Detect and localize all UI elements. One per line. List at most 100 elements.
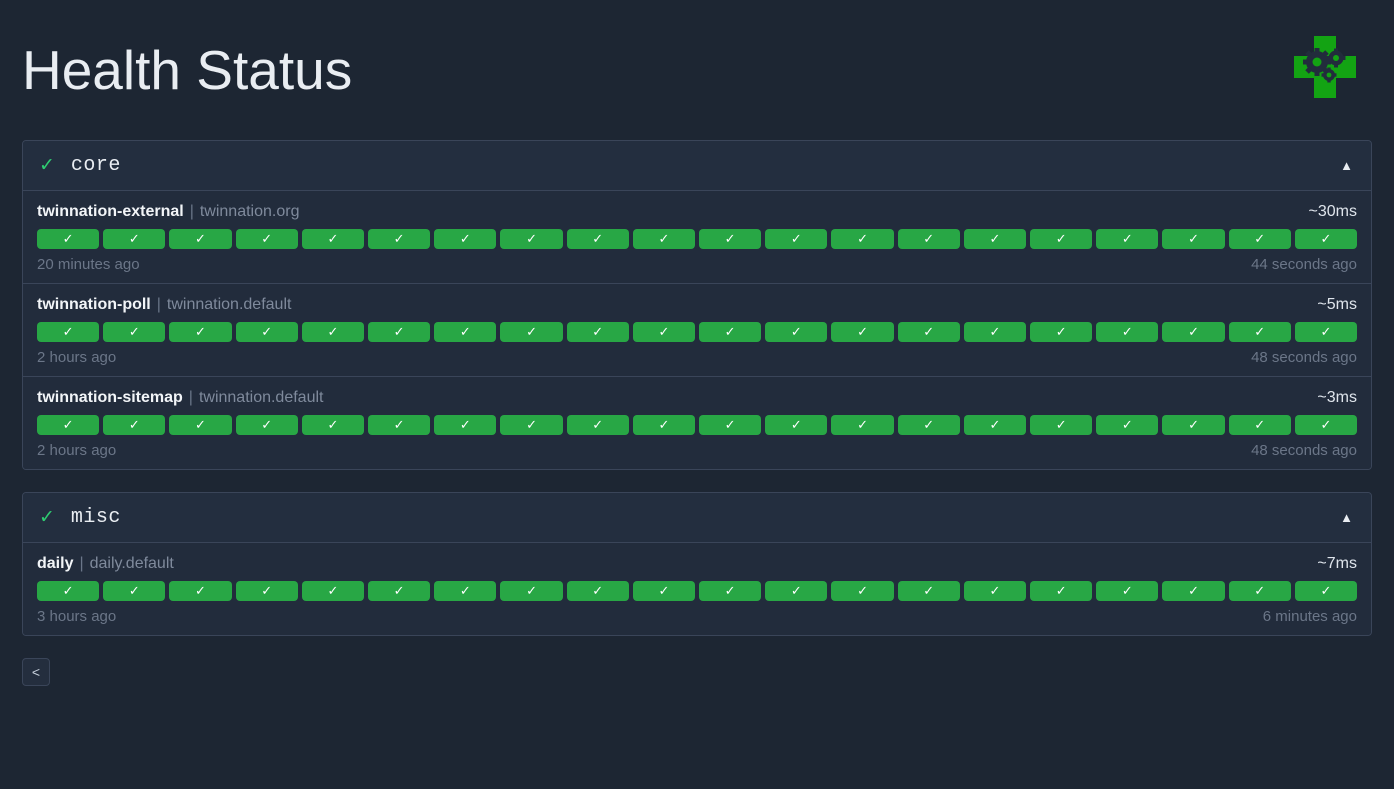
status-bar[interactable]: ✓ [368,322,431,342]
status-bar[interactable]: ✓ [500,322,563,342]
status-bar[interactable]: ✓ [235,415,298,435]
status-bar[interactable]: ✓ [632,322,696,342]
status-bar[interactable]: ✓ [301,581,365,601]
status-bar[interactable]: ✓ [699,581,762,601]
status-bar[interactable]: ✓ [1030,322,1093,342]
status-bar[interactable]: ✓ [103,229,166,249]
status-bar[interactable]: ✓ [500,229,563,249]
status-bar[interactable]: ✓ [500,415,563,435]
status-bar[interactable]: ✓ [103,322,166,342]
status-bar[interactable]: ✓ [765,322,828,342]
group-header-core[interactable]: ✓ core ▲ [23,141,1371,191]
status-bar[interactable]: ✓ [434,415,497,435]
status-bar[interactable]: ✓ [169,229,232,249]
status-bar[interactable]: ✓ [1030,229,1093,249]
status-bar[interactable]: ✓ [434,229,497,249]
service-name[interactable]: twinnation-external [37,203,184,220]
service-header: daily | daily.default ~7ms [37,555,1357,573]
status-bar[interactable]: ✓ [1162,229,1225,249]
service-name[interactable]: twinnation-sitemap [37,389,183,406]
status-bar[interactable]: ✓ [500,581,563,601]
status-bar[interactable]: ✓ [963,322,1027,342]
status-bar[interactable]: ✓ [1294,229,1358,249]
status-bar[interactable]: ✓ [897,415,960,435]
status-bar[interactable]: ✓ [368,229,431,249]
previous-page-button[interactable]: < [22,658,50,686]
status-bar[interactable]: ✓ [1096,322,1159,342]
status-bar[interactable]: ✓ [1096,229,1159,249]
status-bar[interactable]: ✓ [1294,581,1358,601]
status-bar[interactable]: ✓ [235,322,298,342]
service-response-time: ~30ms [1308,203,1357,220]
status-bar[interactable]: ✓ [765,581,828,601]
status-bar[interactable]: ✓ [1228,322,1291,342]
status-bar[interactable]: ✓ [897,229,960,249]
status-bar[interactable]: ✓ [1294,415,1358,435]
status-bar[interactable]: ✓ [103,581,166,601]
status-bar[interactable]: ✓ [765,229,828,249]
oldest-timestamp: 2 hours ago [37,349,117,366]
status-bar[interactable]: ✓ [1096,581,1159,601]
status-bar[interactable]: ✓ [566,415,629,435]
status-bar[interactable]: ✓ [1030,581,1093,601]
status-bar[interactable]: ✓ [1228,415,1291,435]
service-row: twinnation-poll | twinnation.default ~5ms ✓ ✓… [23,284,1371,377]
group-header-misc[interactable]: ✓ misc ▲ [23,493,1371,543]
status-bar[interactable]: ✓ [897,581,960,601]
status-bar[interactable]: ✓ [37,415,100,435]
status-bar[interactable]: ✓ [37,581,100,601]
status-bar[interactable]: ✓ [301,229,365,249]
status-bar[interactable]: ✓ [699,415,762,435]
status-bar[interactable]: ✓ [37,229,100,249]
check-icon: ✓ [393,324,405,340]
check-icon: ✓ [526,417,537,433]
status-bar[interactable]: ✓ [699,322,762,342]
status-bar[interactable]: ✓ [434,581,497,601]
status-bar[interactable]: ✓ [368,415,431,435]
status-bar[interactable]: ✓ [963,581,1027,601]
status-bar[interactable]: ✓ [37,322,100,342]
status-bar[interactable]: ✓ [566,229,629,249]
status-bar[interactable]: ✓ [1162,322,1225,342]
service-hostname: twinnation.default [166,296,292,313]
status-bar[interactable]: ✓ [434,322,497,342]
status-bar[interactable]: ✓ [169,322,232,342]
status-bar[interactable]: ✓ [1162,415,1225,435]
status-bar[interactable]: ✓ [699,229,762,249]
triangle-up-icon[interactable]: ▲ [1340,510,1353,525]
status-bar[interactable]: ✓ [566,581,629,601]
status-bar[interactable]: ✓ [765,415,828,435]
status-bar[interactable]: ✓ [831,581,894,601]
status-bar[interactable]: ✓ [566,322,629,342]
status-bar[interactable]: ✓ [103,415,166,435]
status-bar[interactable]: ✓ [368,581,431,601]
triangle-up-icon[interactable]: ▲ [1340,158,1353,173]
check-icon: ✓ [857,583,868,599]
status-bar[interactable]: ✓ [169,581,232,601]
status-bar[interactable]: ✓ [235,229,298,249]
status-bar[interactable]: ✓ [831,322,894,342]
status-bar[interactable]: ✓ [1294,322,1358,342]
status-bar[interactable]: ✓ [1228,581,1291,601]
service-name[interactable]: twinnation-poll [37,296,151,313]
check-icon: ✓ [128,583,140,599]
status-bar[interactable]: ✓ [632,229,696,249]
status-bar[interactable]: ✓ [963,229,1027,249]
status-bar[interactable]: ✓ [963,415,1027,435]
status-bar[interactable]: ✓ [897,322,960,342]
status-bar[interactable]: ✓ [235,581,298,601]
status-bar[interactable]: ✓ [169,415,232,435]
status-bar[interactable]: ✓ [1228,229,1291,249]
service-name[interactable]: daily [37,555,74,572]
status-bar[interactable]: ✓ [301,322,365,342]
status-bar[interactable]: ✓ [831,229,894,249]
status-bar[interactable]: ✓ [632,415,696,435]
check-icon: ✓ [1254,324,1266,340]
status-bar[interactable]: ✓ [1030,415,1093,435]
status-bar[interactable]: ✓ [831,415,894,435]
status-bar[interactable]: ✓ [632,581,696,601]
status-bar[interactable]: ✓ [1096,415,1159,435]
check-icon: ✓ [327,417,339,433]
status-bar[interactable]: ✓ [1162,581,1225,601]
status-bar[interactable]: ✓ [301,415,365,435]
